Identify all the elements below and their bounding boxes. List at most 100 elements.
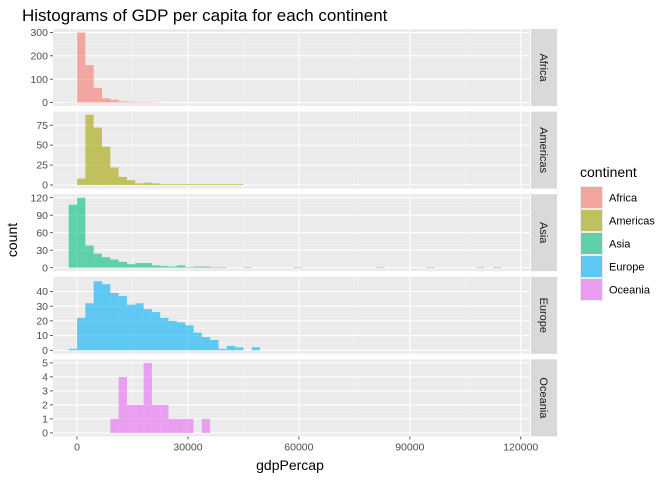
histogram-bar xyxy=(143,362,152,433)
legend-key-africa xyxy=(581,187,602,208)
histogram-bar xyxy=(151,183,161,186)
histogram-bar xyxy=(85,114,94,186)
histogram-bar xyxy=(151,265,161,268)
y-tick-label: 30 xyxy=(36,301,48,313)
y-tick-label: 3 xyxy=(42,386,48,398)
facet-strip xyxy=(531,359,557,437)
y-tick-label: 100 xyxy=(30,74,48,86)
histogram-bar xyxy=(118,177,127,186)
histogram-bar xyxy=(126,101,136,103)
histogram-bar xyxy=(118,261,127,268)
x-tick-label: 90000 xyxy=(395,441,424,453)
histogram-bar xyxy=(135,183,144,186)
histogram-bar xyxy=(118,101,127,103)
histogram-bar xyxy=(135,303,144,351)
histogram-bar xyxy=(126,180,136,186)
histogram-bar xyxy=(226,345,236,351)
histogram-bar xyxy=(151,404,161,433)
y-tick-label: 75 xyxy=(36,120,48,132)
histogram-bar xyxy=(135,263,144,268)
y-tick-label: 25 xyxy=(36,160,48,172)
histogram-bar xyxy=(193,332,202,351)
histogram-bar xyxy=(176,322,186,351)
legend-key-americas xyxy=(581,210,602,231)
histogram-bar xyxy=(101,98,111,103)
histogram-bar xyxy=(101,146,111,186)
histogram-bar xyxy=(143,263,152,268)
facet-strip xyxy=(531,276,557,354)
histogram-bar xyxy=(168,320,177,351)
histogram-bar xyxy=(201,418,211,433)
histogram-bar xyxy=(193,266,202,268)
histogram-bar xyxy=(118,295,127,351)
facet-strip-label: Europe xyxy=(537,298,549,333)
chart-title: Histograms of GDP per capita for each co… xyxy=(22,6,388,25)
histogram-bar xyxy=(77,178,86,186)
histogram-bar xyxy=(77,32,86,103)
histogram-bar xyxy=(185,418,194,433)
facet-strip-label: Oceania xyxy=(537,377,549,419)
histogram-bar xyxy=(185,184,194,186)
histogram-bar xyxy=(110,292,119,351)
panel-americas: 0 25 50 75 Americas xyxy=(36,111,557,192)
histogram-bar xyxy=(218,184,227,186)
histogram-bar xyxy=(293,267,302,268)
histogram-bar xyxy=(68,204,78,268)
y-tick-label: 60 xyxy=(36,227,48,239)
histogram-bar xyxy=(476,267,485,268)
histogram-bar xyxy=(176,418,186,433)
histogram-bar xyxy=(251,347,261,351)
histogram-bar xyxy=(93,88,102,103)
histogram-bar xyxy=(110,418,119,433)
histogram-bar xyxy=(176,265,186,268)
legend-title: continent xyxy=(580,164,637,180)
y-tick-label: 0 xyxy=(42,97,48,109)
histogram-bar xyxy=(101,257,111,268)
histogram-bar xyxy=(176,184,186,186)
y-tick-label: 0 xyxy=(42,180,48,192)
histogram-bar xyxy=(160,265,169,268)
histogram-bar xyxy=(160,317,169,351)
histogram-bar xyxy=(201,266,211,268)
histogram-bar xyxy=(93,127,102,186)
panel-europe: 0 10 20 30 40 Europe xyxy=(36,276,557,357)
y-tick-label: 0 xyxy=(42,262,48,274)
legend-key-europe xyxy=(581,256,602,277)
histogram-bar xyxy=(126,404,136,433)
histogram-bar xyxy=(68,348,78,351)
y-tick-label: 30 xyxy=(36,245,48,257)
histogram-bar xyxy=(218,348,227,351)
facet-strip-label: Asia xyxy=(537,222,549,244)
y-tick-label: 0 xyxy=(42,345,48,357)
histogram-bar xyxy=(201,337,211,351)
histogram-bar xyxy=(376,267,385,268)
histogram-bar xyxy=(235,347,244,351)
legend-label-oceania: Oceania xyxy=(609,285,651,297)
histogram-bar xyxy=(218,267,227,268)
histogram-bar xyxy=(193,184,202,186)
histogram-bar xyxy=(168,266,177,268)
histogram-bar xyxy=(85,245,94,268)
histogram-bar xyxy=(85,303,94,351)
histogram-bar xyxy=(118,376,127,433)
x-axis-title: gdpPercap xyxy=(256,457,324,473)
y-tick-label: 40 xyxy=(36,286,48,298)
histogram-bar xyxy=(426,267,435,268)
histogram-bar xyxy=(185,325,194,351)
histogram-bar xyxy=(110,99,119,103)
y-tick-label: 0 xyxy=(42,428,48,440)
histogram-bar xyxy=(135,404,144,433)
panel-africa: 0 100 200 300 Africa xyxy=(30,27,557,109)
y-tick-label: 120 xyxy=(30,192,48,204)
panel-asia: 0 30 60 90 120 Asia xyxy=(30,192,557,274)
histogram-bar xyxy=(77,197,86,268)
facet-strip xyxy=(531,29,557,106)
histogram-bar xyxy=(201,184,211,186)
histogram-bar xyxy=(160,404,169,433)
facet-panels: 0100200300Africa0255075Americas030609012… xyxy=(30,27,557,453)
facet-strip xyxy=(531,111,557,189)
histogram-bar xyxy=(210,339,219,351)
histogram-bar xyxy=(110,167,119,186)
y-tick-label: 10 xyxy=(36,330,48,342)
